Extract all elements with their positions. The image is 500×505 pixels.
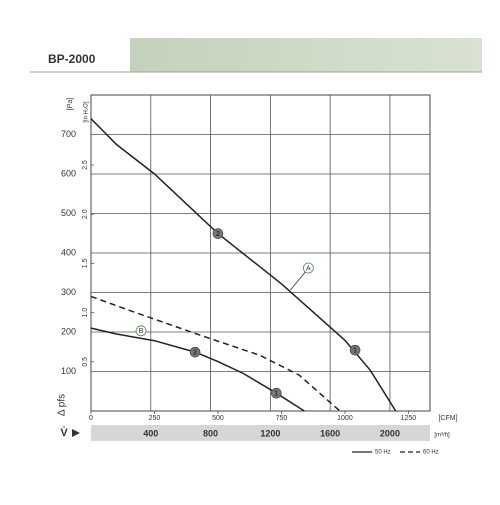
y-tick-label: 100 xyxy=(61,366,76,376)
x-tick-label: 250 xyxy=(149,415,161,422)
y-axis-symbol: Δ pfs xyxy=(57,394,68,416)
y2-tick-label: 2.0 xyxy=(82,209,89,219)
x2-tick-label: 400 xyxy=(143,428,158,438)
x2-tick-label: 2000 xyxy=(380,428,400,438)
y-axis-label: [Pa] xyxy=(67,98,74,111)
x-axis-symbol: V̇ xyxy=(60,426,68,439)
curve-marker xyxy=(302,262,314,274)
legend-label: 50 Hz xyxy=(375,450,391,456)
y2-tick-label: 0.5 xyxy=(82,357,89,367)
curve-marker-label: A xyxy=(306,265,311,272)
x-axis-arrow xyxy=(72,429,80,437)
point-marker xyxy=(349,344,361,356)
x2-axis-label: [m³/h] xyxy=(434,433,450,439)
x2-tick-label: 800 xyxy=(203,428,218,438)
point-marker xyxy=(271,387,282,399)
point-marker-label: 2 xyxy=(216,231,220,238)
legend-label: 60 Hz xyxy=(423,450,439,456)
fan-curve xyxy=(90,327,305,412)
fan-curve xyxy=(90,295,341,412)
chart-title: BP-2000 xyxy=(48,52,96,66)
header-band xyxy=(130,38,482,72)
point-marker-label: 1 xyxy=(353,348,357,355)
point-marker-label: 2 xyxy=(193,349,197,356)
x-axis-label: [CFM] xyxy=(438,415,457,422)
x-tick-label: 500 xyxy=(212,415,224,422)
y-tick-label: 400 xyxy=(61,247,76,257)
x2-band xyxy=(91,425,430,441)
point-marker-label: 1 xyxy=(274,391,278,398)
y2-tick-label: 1.0 xyxy=(82,308,89,318)
y-tick-label: 700 xyxy=(61,129,76,139)
y-tick-label: 200 xyxy=(61,326,76,336)
y2-tick-label: 2.5 xyxy=(82,160,89,170)
title-box xyxy=(30,38,130,72)
y2-tick-label: 1.5 xyxy=(82,258,89,268)
y-tick-label: 300 xyxy=(61,287,76,297)
point-marker xyxy=(189,346,201,358)
x-tick-label: 1250 xyxy=(401,415,417,422)
annotation-leader xyxy=(290,271,306,291)
x-tick-label: 0 xyxy=(89,415,93,422)
x2-tick-label: 1600 xyxy=(320,428,340,438)
y-tick-label: 600 xyxy=(61,168,76,178)
x2-tick-label: 1200 xyxy=(260,428,280,438)
y-tick-label: 500 xyxy=(61,208,76,218)
curve-marker xyxy=(135,325,147,337)
y2-axis-label: [in H₂O] xyxy=(84,101,90,122)
point-marker xyxy=(212,228,224,239)
x-tick-label: 750 xyxy=(276,415,288,422)
x-tick-label: 1000 xyxy=(337,415,353,422)
curve-marker-label: B xyxy=(139,328,144,335)
fan-curve xyxy=(90,118,397,412)
